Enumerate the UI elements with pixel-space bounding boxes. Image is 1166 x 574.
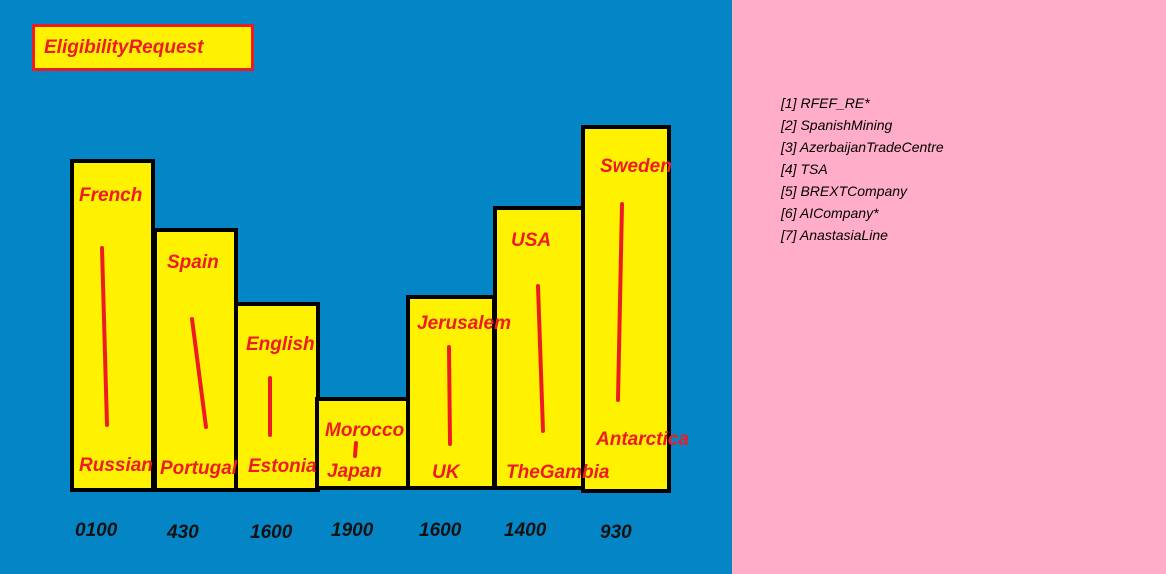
bar-6-stroke: [536, 284, 545, 433]
bar-2-bottom-label: Portugal: [160, 458, 238, 479]
bar-5-stroke: [447, 345, 452, 446]
legend-item-7: [7] AnastasiaLine: [781, 227, 888, 243]
bar-4-top-label: Morocco: [325, 420, 405, 441]
bar-3-bottom-label: Estonia: [248, 456, 317, 477]
bar-7-value: 930: [600, 522, 632, 543]
bar-6-value: 1400: [504, 520, 547, 541]
bar-3-top-label: English: [246, 334, 315, 355]
legend-list: [1] RFEF_RE* [2] SpanishMining [3] Azerb…: [781, 94, 944, 248]
bar-6-bottom-label: TheGambia: [506, 462, 610, 483]
bar-2-value: 430: [167, 522, 199, 543]
bar-5-bottom-label: UK: [432, 462, 460, 483]
bar-4-value: 1900: [331, 520, 374, 541]
bar-7-bottom-label: Antarctica: [596, 429, 689, 450]
title-text: EligibilityRequest: [44, 36, 204, 58]
legend-item-3: [3] AzerbaijanTradeCentre: [781, 139, 944, 155]
bar-6-top-label: USA: [511, 230, 552, 251]
legend-item-2: [2] SpanishMining: [781, 117, 893, 133]
bar-strokes: [100, 202, 624, 458]
bar-7-stroke: [616, 202, 624, 402]
bar-4-stroke: [353, 441, 358, 458]
bar-1-top-label: French: [79, 185, 143, 206]
legend-item-4: [4] TSA: [781, 161, 828, 177]
legend-item-1: [1] RFEF_RE*: [781, 95, 870, 111]
bar-5: [406, 295, 496, 490]
bar-7: [581, 125, 671, 493]
bar-1-value: 0100: [75, 520, 118, 541]
bar-1-bottom-label: Russian: [79, 455, 153, 476]
bar-2-stroke: [190, 317, 208, 429]
bar-7-top-label: Sweden: [600, 156, 672, 177]
legend-item-6: [6] AICompany*: [781, 205, 879, 221]
bar-3-value: 1600: [250, 522, 293, 543]
bar-1-stroke: [100, 246, 109, 427]
title-box: EligibilityRequest: [32, 24, 254, 71]
bar-2-top-label: Spain: [167, 252, 219, 273]
bar-4-bottom-label: Japan: [327, 461, 382, 482]
bar-5-top-label: Jerusalem: [417, 313, 512, 334]
legend-panel: [732, 0, 1166, 574]
legend-item-5: [5] BREXTCompany: [781, 183, 908, 199]
bar-5-value: 1600: [419, 520, 462, 541]
bar-4: [315, 397, 411, 490]
